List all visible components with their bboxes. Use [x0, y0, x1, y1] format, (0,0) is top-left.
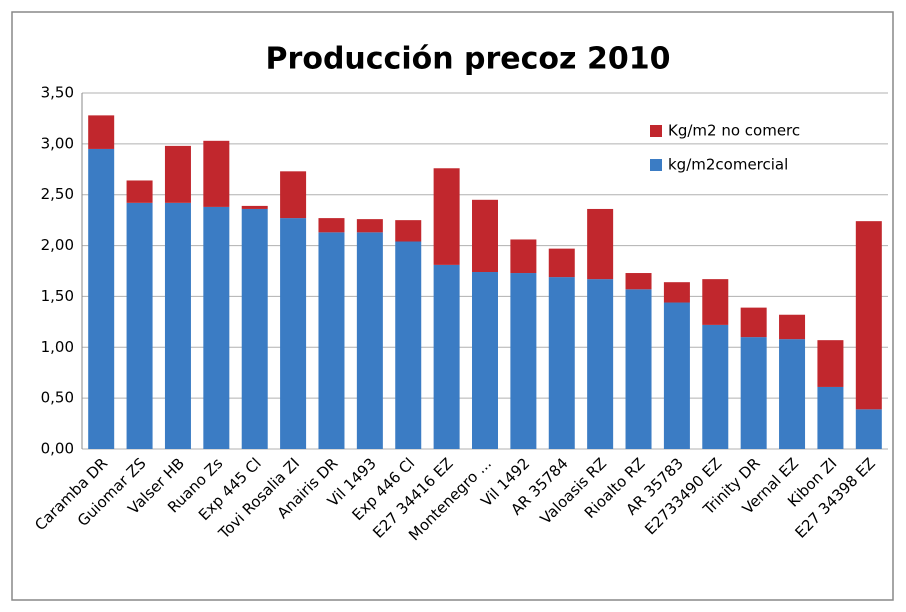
bar-segment — [472, 199, 498, 273]
bar-segment — [472, 272, 498, 449]
bar-segment — [126, 180, 153, 203]
bar-segment — [126, 202, 153, 449]
bar-segment — [548, 248, 575, 278]
bar-segment — [164, 145, 191, 203]
bar-segment — [855, 409, 882, 449]
bar-segment — [740, 307, 767, 338]
bar-segment — [88, 148, 115, 449]
y-tick-label: 0,50 — [41, 389, 74, 407]
y-tick-label: 1,50 — [41, 287, 74, 305]
bar-segment — [779, 339, 806, 449]
bar-segment — [280, 218, 307, 449]
bar-segment — [702, 279, 729, 325]
y-tick-label: 2,50 — [41, 185, 74, 203]
bar-segment — [395, 241, 422, 449]
bar-segment — [510, 273, 537, 449]
legend-swatch — [650, 159, 662, 171]
chart-title: Producción precoz 2010 — [266, 42, 671, 77]
bar-segment — [855, 221, 882, 410]
legend-label: Kg/m2 no comerc — [668, 122, 800, 140]
bar-segment — [663, 302, 690, 449]
bar-segment — [241, 205, 268, 209]
bar-segment — [433, 168, 460, 265]
bar-segment — [241, 208, 268, 449]
bar-segment — [663, 282, 690, 303]
bar-segment — [510, 239, 537, 274]
bar-segment — [203, 140, 230, 207]
y-tick-label: 3,00 — [41, 134, 74, 152]
bar-segment — [779, 314, 806, 340]
bar-segment — [587, 208, 614, 280]
bar-segment — [88, 115, 115, 149]
bar-segment — [356, 219, 383, 233]
bar-segment — [702, 324, 729, 449]
bar-segment — [817, 340, 844, 387]
bar-segment — [395, 220, 422, 242]
y-tick-label: 3,50 — [41, 84, 74, 102]
bar-segment — [318, 218, 345, 233]
bar-segment — [548, 277, 575, 449]
bar-segment — [587, 279, 614, 449]
bar-segment — [740, 337, 767, 449]
y-tick-label: 0,00 — [41, 440, 74, 458]
bar-segment — [280, 171, 307, 219]
y-tick-label: 1,00 — [41, 338, 74, 356]
legend-label: kg/m2comercial — [668, 156, 788, 174]
bar-segment — [625, 289, 652, 449]
bar-segment — [433, 264, 460, 449]
bar-segment — [817, 386, 844, 449]
bar-segment — [203, 206, 230, 449]
legend-swatch — [650, 125, 662, 137]
bar-segment — [625, 273, 652, 290]
y-tick-label: 2,00 — [41, 236, 74, 254]
bar-segment — [356, 232, 383, 449]
bar-segment — [318, 232, 345, 449]
bar-segment — [164, 202, 191, 449]
